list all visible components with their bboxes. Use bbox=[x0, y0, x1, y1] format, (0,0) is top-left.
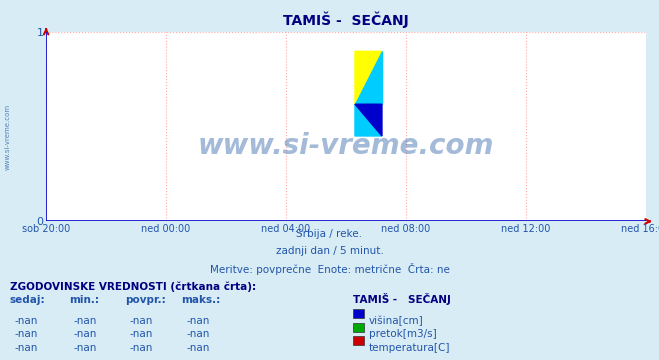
Text: pretok[m3/s]: pretok[m3/s] bbox=[369, 329, 437, 339]
Text: -nan: -nan bbox=[130, 343, 154, 353]
Polygon shape bbox=[355, 104, 382, 136]
Text: -nan: -nan bbox=[14, 329, 38, 339]
Text: TAMIŠ -   SEČANJ: TAMIŠ - SEČANJ bbox=[353, 293, 451, 305]
Text: -nan: -nan bbox=[74, 316, 98, 326]
Polygon shape bbox=[355, 51, 382, 104]
Text: -nan: -nan bbox=[186, 316, 210, 326]
Polygon shape bbox=[355, 104, 382, 136]
Text: min.:: min.: bbox=[69, 295, 100, 305]
Polygon shape bbox=[355, 51, 382, 104]
Title: TAMIŠ -  SEČANJ: TAMIŠ - SEČANJ bbox=[283, 12, 409, 28]
Text: temperatura[C]: temperatura[C] bbox=[369, 343, 451, 353]
Text: -nan: -nan bbox=[14, 343, 38, 353]
Text: -nan: -nan bbox=[186, 329, 210, 339]
Text: -nan: -nan bbox=[186, 343, 210, 353]
Text: zadnji dan / 5 minut.: zadnji dan / 5 minut. bbox=[275, 246, 384, 256]
Text: povpr.:: povpr.: bbox=[125, 295, 166, 305]
Text: -nan: -nan bbox=[14, 316, 38, 326]
Text: višina[cm]: višina[cm] bbox=[369, 316, 424, 327]
Text: www.si-vreme.com: www.si-vreme.com bbox=[5, 104, 11, 170]
Text: -nan: -nan bbox=[130, 329, 154, 339]
Text: -nan: -nan bbox=[130, 316, 154, 326]
Text: Meritve: povprečne  Enote: metrične  Črta: ne: Meritve: povprečne Enote: metrične Črta:… bbox=[210, 263, 449, 275]
Text: sedaj:: sedaj: bbox=[10, 295, 45, 305]
Text: www.si-vreme.com: www.si-vreme.com bbox=[198, 132, 494, 160]
Text: Srbija / reke.: Srbija / reke. bbox=[297, 229, 362, 239]
Text: ZGODOVINSKE VREDNOSTI (črtkana črta):: ZGODOVINSKE VREDNOSTI (črtkana črta): bbox=[10, 281, 256, 292]
Text: -nan: -nan bbox=[74, 329, 98, 339]
Text: maks.:: maks.: bbox=[181, 295, 221, 305]
Text: -nan: -nan bbox=[74, 343, 98, 353]
